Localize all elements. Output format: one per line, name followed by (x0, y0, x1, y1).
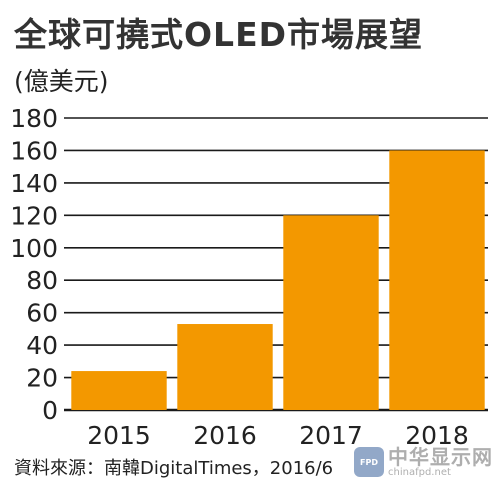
y-tick-label: 180 (10, 104, 58, 133)
bar-2016 (177, 324, 273, 410)
y-tick-label: 160 (10, 136, 58, 165)
x-tick-label: 2018 (405, 421, 469, 450)
y-tick-label: 80 (26, 266, 58, 295)
watermark-logo-icon: FPD (354, 447, 384, 478)
y-tick-label: 0 (42, 396, 58, 425)
x-tick-label: 2017 (299, 421, 363, 450)
x-tick-label: 2016 (193, 421, 257, 450)
bar-2018 (389, 150, 485, 410)
y-tick-label: 100 (10, 234, 58, 263)
source-note: 資料來源：南韓DigitalTimes，2016/6 (14, 458, 334, 479)
y-tick-label: 40 (26, 331, 58, 360)
watermark-name: 中华显示网 (388, 444, 493, 469)
y-tick-label: 140 (10, 169, 58, 198)
x-tick-label: 2015 (87, 421, 151, 450)
watermark: FPD 中华显示网 chinafpd.net (354, 444, 493, 479)
y-axis-unit: (億美元) (14, 67, 109, 96)
bar-2015 (71, 371, 167, 410)
watermark-url: chinafpd.net (388, 466, 451, 478)
y-tick-label: 20 (26, 364, 58, 393)
bar-2017 (283, 215, 379, 410)
y-tick-label: 120 (10, 201, 58, 230)
y-tick-label: 60 (26, 299, 58, 328)
chart-title: 全球可撓式OLED市場展望 (14, 15, 424, 54)
